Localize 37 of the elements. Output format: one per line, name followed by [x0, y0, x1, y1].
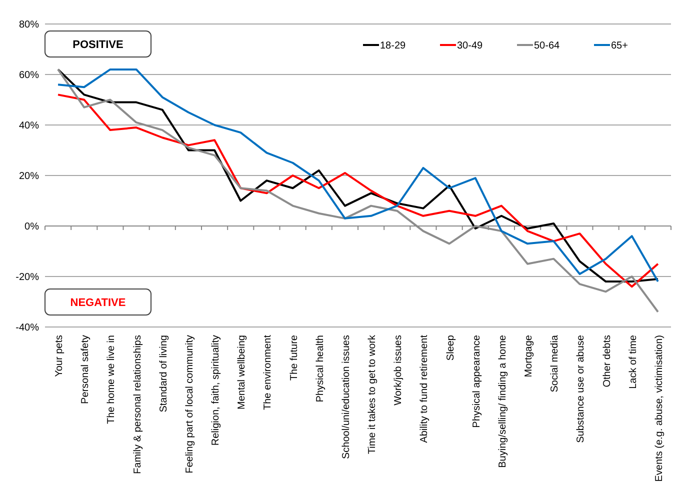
x-tick-label: Events (e.g. abuse, victimisation)	[654, 335, 665, 482]
x-tick-label: Physical appearance	[471, 334, 482, 428]
x-tick-label: Lack of time	[628, 334, 639, 389]
x-tick-label: Time it takes to get to work	[367, 334, 378, 454]
y-tick-label: 0%	[24, 222, 40, 232]
x-tick-label: Personal safety	[80, 335, 92, 404]
annotation: POSITIVE	[72, 38, 124, 51]
x-tick-label: Your pets	[54, 335, 66, 377]
x-tick-label: Standard of living	[158, 335, 170, 412]
x-tick-label: Physical health	[314, 335, 326, 402]
y-tick-label: 40%	[18, 120, 40, 132]
y-tick-label: -40%	[16, 322, 40, 334]
legend-label: 18-29	[380, 40, 406, 52]
x-tick-label: The home we live in	[106, 335, 118, 424]
legend-label: 65+	[611, 40, 628, 52]
x-tick-label: Social media	[550, 334, 561, 392]
x-tick-label: Sleep	[445, 334, 456, 361]
y-tick-label: 60%	[18, 70, 40, 81]
x-tick-label: Substance use or abuse	[576, 334, 587, 443]
annotation: NEGATIVE	[70, 296, 126, 309]
x-tick-label: Family & personal relationships	[132, 335, 144, 474]
y-tick-label: -20%	[16, 272, 40, 283]
x-tick-label: Work/job issues	[393, 335, 404, 406]
legend-label: 50-64	[534, 40, 560, 52]
x-tick-label: School/uni/education issues	[340, 335, 352, 459]
x-tick-label: Religion, faith, spirituality	[210, 335, 222, 446]
x-tick-label: Mental wellbeing	[236, 335, 248, 410]
x-tick-label: Feeling part of local community	[184, 335, 196, 474]
legend-label: 30-49	[457, 40, 484, 52]
x-tick-label: Ability to fund retirement	[419, 334, 430, 443]
x-tick-label: The environment	[262, 334, 274, 410]
x-tick-label: Buying/selling/ finding a home	[497, 334, 508, 468]
x-tick-label: Mortgage	[524, 334, 535, 378]
x-tick-label: Other debts	[602, 335, 613, 388]
y-tick-label: 20%	[18, 171, 40, 182]
y-tick-label: 80%	[18, 20, 40, 30]
x-tick-label: The future	[288, 334, 300, 381]
